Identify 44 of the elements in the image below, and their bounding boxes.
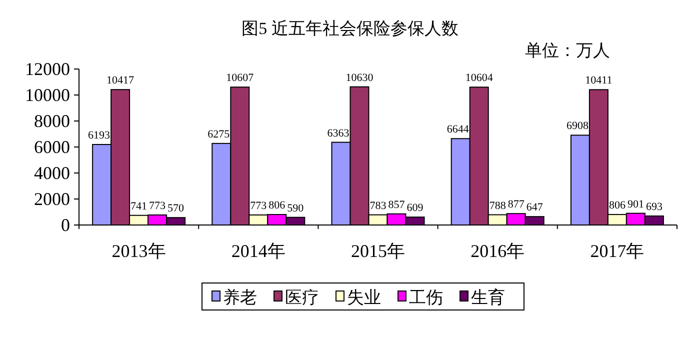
data-label: 10604 [465,72,493,84]
legend-label: 医疗 [285,288,319,307]
data-label: 6275 [208,128,230,140]
data-label: 783 [370,200,386,212]
data-label: 10417 [106,74,134,87]
data-label: 570 [168,202,184,215]
ytick: 0 [61,215,70,235]
title: 图5 近五年社会保险参保人数 [242,19,458,38]
legend-label: 失业 [347,288,381,307]
data-label: 6193 [88,130,110,142]
data-label: 609 [406,202,424,214]
ytick: 6000 [34,137,70,157]
data-label: 773 [149,200,166,212]
data-label: 10607 [226,72,254,84]
legend-label: 养老 [223,288,257,307]
data-label: 6363 [327,127,350,140]
legend-label: 工伤 [409,288,443,307]
data-label: 877 [508,198,524,211]
data-label: 806 [268,200,286,212]
ytick: 10000 [25,85,70,105]
data-label: 901 [627,198,644,210]
data-label: 10411 [585,74,612,87]
data-label: 6644 [446,124,469,136]
legend-label: 生育 [471,288,505,307]
xtick: 2016年 [470,241,525,261]
xtick: 2017年 [590,241,644,261]
xtick: 2014年 [231,241,286,261]
data-label: 741 [130,200,148,212]
xtick: 2013年 [112,241,166,261]
data-label: 6908 [566,120,588,132]
annotation: 单位：万人 [525,41,610,60]
data-label: 647 [526,202,543,214]
ytick: 12000 [25,59,70,79]
data-label: 806 [608,200,626,212]
ytick: 2000 [34,189,70,209]
data-label: 693 [646,201,662,213]
xtick: 2015年 [351,241,405,261]
ytick: 4000 [34,163,70,183]
data-label: 773 [250,200,267,212]
data-label: 857 [388,198,405,211]
data-label: 10630 [346,72,374,84]
data-label: 788 [489,200,506,212]
ytick: 8000 [34,111,70,131]
data-label: 590 [287,202,304,214]
